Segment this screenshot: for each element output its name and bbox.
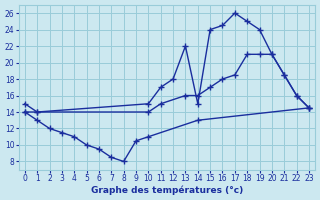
X-axis label: Graphe des températures (°c): Graphe des températures (°c) xyxy=(91,186,243,195)
